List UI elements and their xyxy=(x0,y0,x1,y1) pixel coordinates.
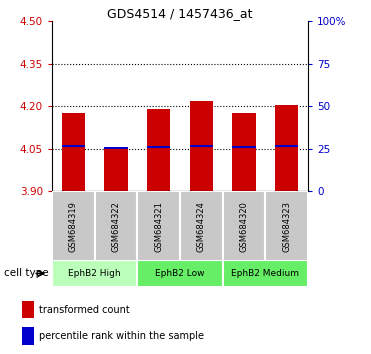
Bar xyxy=(137,191,180,262)
Bar xyxy=(52,191,95,262)
Bar xyxy=(104,147,128,149)
Bar xyxy=(95,191,137,262)
Text: GSM684319: GSM684319 xyxy=(69,201,78,252)
Text: GSM684320: GSM684320 xyxy=(239,201,249,252)
Bar xyxy=(275,145,298,147)
Text: cell type: cell type xyxy=(4,268,48,279)
Text: transformed count: transformed count xyxy=(39,304,130,315)
Text: GSM684323: GSM684323 xyxy=(282,201,291,252)
Bar xyxy=(190,145,213,147)
Bar xyxy=(190,101,213,191)
Text: EphB2 Low: EphB2 Low xyxy=(155,269,205,278)
Bar xyxy=(22,327,34,345)
Bar xyxy=(147,147,170,148)
Text: EphB2 Medium: EphB2 Medium xyxy=(231,269,299,278)
Bar xyxy=(232,113,256,191)
Bar xyxy=(275,105,298,191)
Bar xyxy=(223,191,265,262)
Bar xyxy=(22,301,34,318)
Bar xyxy=(62,145,85,147)
Text: GSM684324: GSM684324 xyxy=(197,201,206,252)
Bar xyxy=(223,260,308,287)
Bar xyxy=(180,191,223,262)
Bar xyxy=(62,113,85,191)
Bar xyxy=(137,260,223,287)
Bar xyxy=(147,109,170,191)
Text: GSM684322: GSM684322 xyxy=(111,201,121,252)
Bar xyxy=(104,147,128,191)
Text: EphB2 High: EphB2 High xyxy=(68,269,121,278)
Bar xyxy=(52,260,137,287)
Text: GSM684321: GSM684321 xyxy=(154,201,163,252)
Bar xyxy=(232,147,256,148)
Title: GDS4514 / 1457436_at: GDS4514 / 1457436_at xyxy=(107,7,253,20)
Text: percentile rank within the sample: percentile rank within the sample xyxy=(39,331,204,341)
Bar xyxy=(265,191,308,262)
